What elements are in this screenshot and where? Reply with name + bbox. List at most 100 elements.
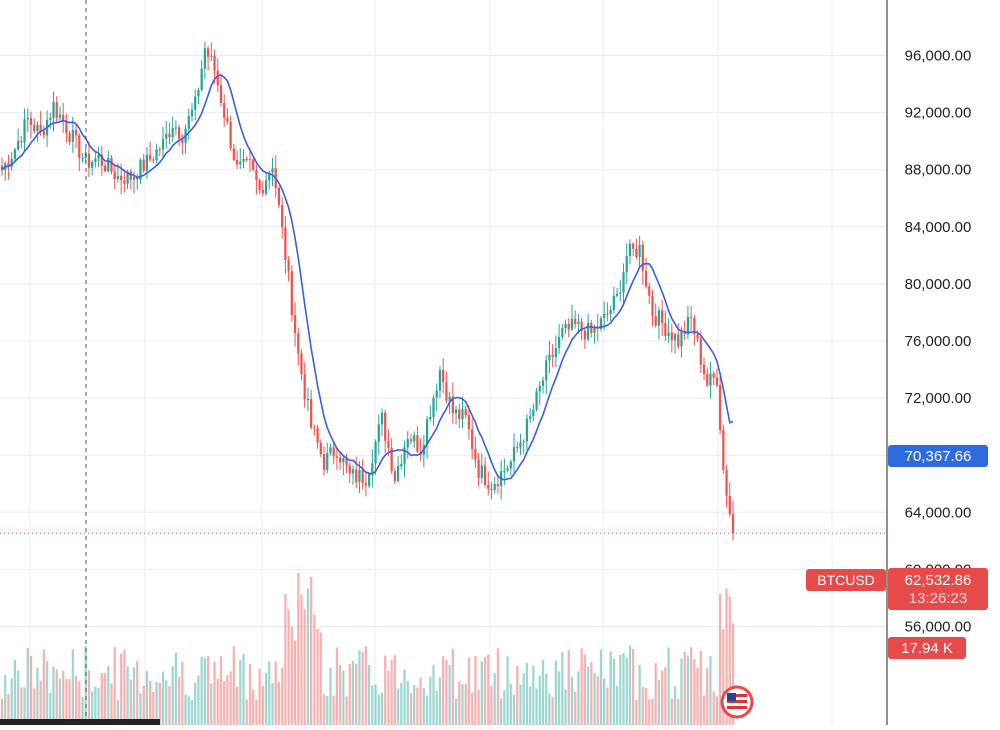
candle-body [181,138,184,144]
candle-body [390,448,393,472]
candle-body [712,373,715,378]
volume-bar [355,663,358,725]
volume-bar [718,593,722,725]
volume-bar [87,670,91,725]
volume-bar [657,679,661,725]
candle-body [252,159,255,170]
volume-bar [458,681,461,725]
volume-bar [16,670,20,725]
candle-body [171,128,174,138]
price-tick-label: 80,000.00 [905,276,972,293]
volume-bar [615,685,619,725]
volume-bar [49,692,52,725]
us-flag-event-icon[interactable] [720,685,754,719]
volume-bar [625,657,628,725]
volume-bar [603,678,606,725]
price-tick-label: 76,000.00 [905,333,972,350]
volume-bar [580,648,583,725]
volume-bar [480,661,483,725]
volume-bar [348,663,351,725]
volume-bar [171,666,174,725]
volume-bar [451,648,454,725]
volume-bar [506,656,509,725]
volume-bar [29,655,33,725]
volume-bar [139,693,142,725]
candle-body [693,317,696,335]
volume-bar [110,683,113,725]
candle-body [235,160,239,165]
bar-countdown: 13:26:23 [909,590,967,607]
price-tick-label: 64,000.00 [905,504,972,521]
candle-body [126,171,129,184]
volume-bar [203,657,207,725]
candle-body [52,102,55,118]
candle-body [206,48,210,57]
volume-bar [342,670,345,725]
candle-body [493,484,496,491]
volume-bar [693,659,696,725]
candle-body [210,55,213,57]
volume-bar [361,651,364,725]
candle-body [709,373,712,386]
candle-body [490,488,493,491]
volume-bar [409,693,413,725]
candle-body [570,318,574,330]
candle-body [599,318,603,329]
volume-bar [435,690,438,725]
candle-body [310,399,313,428]
volume-bar [496,648,500,725]
candle-body [78,135,81,159]
candle-body [567,323,570,330]
candle-body [42,130,45,136]
volume-bar [55,669,58,725]
volume-bar [522,672,525,725]
candle-body [258,180,261,191]
candle-body [281,205,284,228]
volume-bar [432,664,435,725]
volume-bar [213,662,216,725]
volume-bar [136,661,139,725]
time-scale-strip[interactable] [0,719,160,725]
candle-body [355,469,358,483]
volume-bar [197,675,200,725]
volume-bar [683,651,686,725]
volume-bar [532,665,535,725]
candle-body [261,190,264,194]
volume-bar [13,659,17,725]
volume-bar [23,687,26,725]
moving-average-line [1,74,734,481]
candle-body [532,409,535,417]
candle-body [142,159,145,171]
candle-body [287,260,290,272]
ma-value-label: 70,367.66 [905,448,972,465]
volume-bar [477,689,480,725]
volume-bar [200,656,203,725]
candle-body [393,471,396,482]
price-tick-label: 88,000.00 [905,162,972,179]
candle-body [158,149,161,151]
volume-bar [190,699,194,725]
volume-bar [290,626,293,725]
candle-body [149,154,152,160]
volume-bar [74,675,78,725]
price-axis[interactable]: 96,000.00 92,000.00 88,000.00 84,000.00 80,0… [905,48,972,636]
volume-bar [100,672,103,725]
volume-bar [113,647,116,725]
volume-bar [416,687,419,725]
candle-body [673,334,677,341]
volume-bar [564,689,567,725]
candle-body [313,427,316,429]
volume-bar [422,688,425,725]
candle-body [68,133,71,142]
volume-bar [619,654,622,725]
volume-bar [519,684,522,725]
candle-body [445,381,448,401]
candle-body [49,117,52,120]
volume-bar [210,683,213,725]
candle-body [603,313,606,319]
candle-body [458,409,461,420]
volume-bar [142,685,145,725]
volume-bar [313,614,316,725]
volume-bar [696,668,699,725]
candle-body [91,162,94,168]
